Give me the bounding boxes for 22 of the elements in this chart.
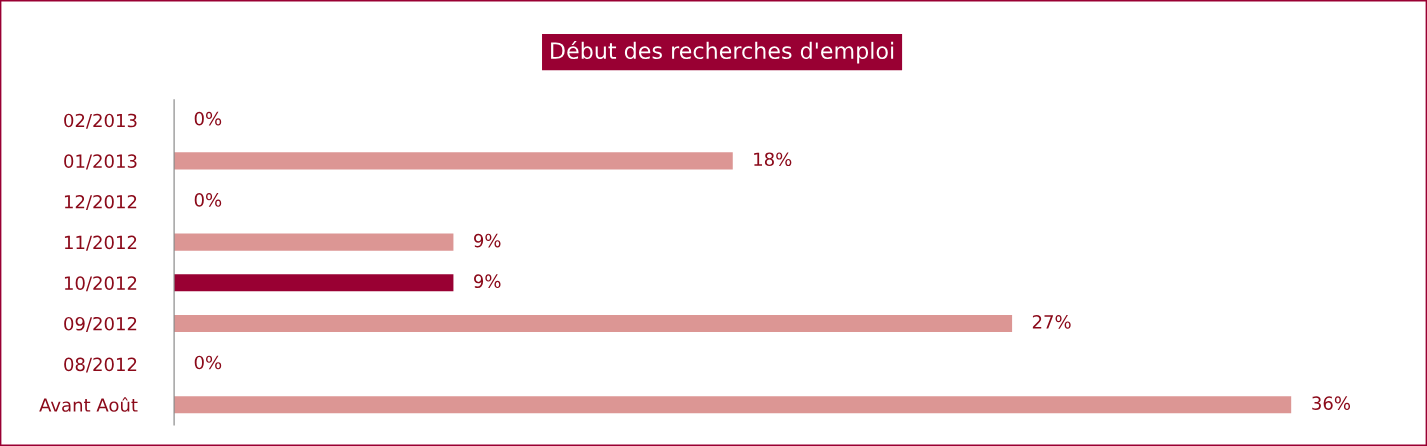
data-label: 0% (194, 193, 222, 207)
data-label: 0% (194, 111, 222, 126)
data-label: 27% (1032, 315, 1071, 329)
y-tick-label: 12/2012 (64, 194, 137, 211)
bar (174, 396, 1292, 414)
y-tick-label: 10/2012 (64, 276, 137, 292)
data-label: 0% (194, 355, 222, 370)
y-tick-label: 09/2012 (64, 316, 137, 332)
data-label: 9% (474, 274, 501, 289)
data-label: 36% (1312, 396, 1351, 410)
y-tick-label: 08/2012 (64, 357, 137, 373)
y-tick-label: 02/2013 (64, 113, 137, 129)
bar (174, 314, 1013, 332)
bar (174, 274, 454, 292)
bar (174, 233, 454, 251)
bar (174, 152, 733, 170)
chart-title: Début des recherches d'emploi (551, 40, 894, 64)
y-tick-label: 11/2012 (64, 235, 137, 251)
data-label: 9% (474, 233, 501, 248)
y-tick-label: 01/2013 (64, 154, 137, 170)
data-label: 18% (754, 152, 792, 167)
y-tick-label: Avant Août (39, 397, 138, 412)
